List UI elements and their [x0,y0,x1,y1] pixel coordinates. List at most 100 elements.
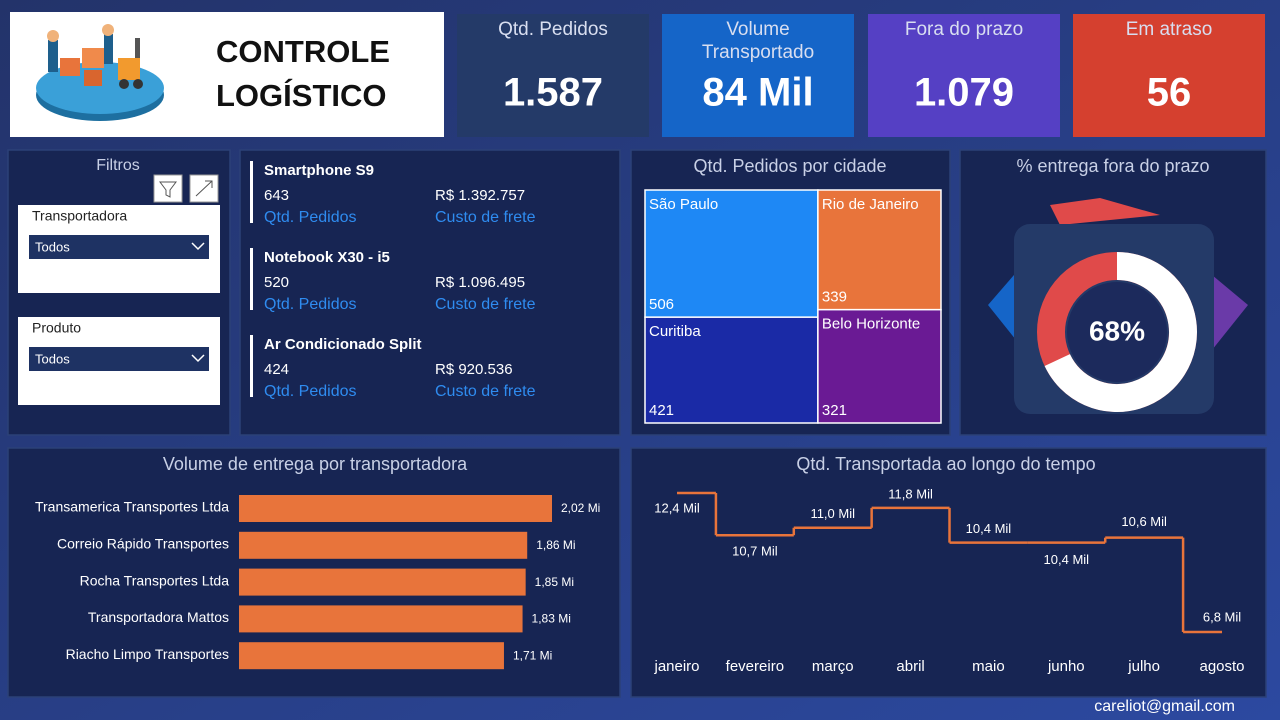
header-title: CONTROLE [216,34,390,69]
value-label: 10,6 Mil [1121,514,1167,529]
x-category-label: abril [896,658,924,675]
treemap-cell [817,308,942,424]
line-panel [630,447,1267,698]
chart-title: % entrega fora do prazo [1016,156,1209,176]
cost-label: Custo de frete [435,383,536,400]
filter-dropdown[interactable] [29,347,209,371]
y-category-label: Transportadora Mattos [88,609,229,625]
cost-label: Custo de frete [435,209,536,226]
kpi-value: 1.079 [914,71,1014,115]
filter-glyph [159,181,177,198]
product-cost: R$ 920.536 [435,361,513,378]
x-category-label: junho [1047,658,1085,675]
cost-label: Custo de frete [435,296,536,313]
chart-title: Volume de entrega por transportadora [163,454,468,474]
treemap-label: Rio de Janeiro [822,196,919,213]
kpi-label: Volume [726,19,789,40]
product-qty: 520 [264,274,289,291]
deco-shape [1050,198,1160,225]
kpi-label: Fora do prazo [905,19,1023,40]
filter-dropdown[interactable] [29,235,209,259]
y-category-label: Correio Rápido Transportes [57,536,229,552]
x-category-label: março [812,658,854,675]
treemap-value: 321 [822,402,847,419]
value-label: 1,85 Mi [535,575,574,589]
value-label: 1,83 Mi [532,612,571,626]
product-qty: 424 [264,361,289,378]
product-name: Ar Condicionado Split [264,336,422,353]
kpi-card [868,14,1060,137]
filter-icon[interactable] [153,174,183,203]
expand-glyph [195,180,213,197]
chart-title: Qtd. Pedidos por cidade [693,156,886,176]
bar [239,495,552,522]
treemap-label: São Paulo [649,196,718,213]
kpi-value: 56 [1147,71,1192,115]
x-category-label: janeiro [653,658,699,675]
filter-list: Transportadora Todos Produto Todos [18,205,220,405]
bar [239,531,528,559]
treemap-cell [644,316,819,424]
value-label: 10,4 Mil [1044,552,1090,567]
product-list: Smartphone S9 643 R$ 1.392.757 Qtd. Pedidos… [250,161,536,400]
kpi-value: 84 Mil [702,71,813,115]
treemap-value: 421 [649,402,674,419]
x-category-label: fevereiro [726,658,784,675]
kpi-label: Em atraso [1126,19,1213,40]
value-label: 2,02 Mi [561,501,600,515]
dropdown-chevron [191,242,205,251]
product-qty: 643 [264,187,289,204]
qty-label: Qtd. Pedidos [264,209,357,226]
value-label: 11,0 Mil [810,506,855,521]
kpi-card [1073,14,1265,137]
deco-shape [988,268,1020,345]
product-cost: R$ 1.392.757 [435,187,525,204]
product-accent [250,335,253,397]
product-accent [250,161,253,223]
qty-label: Qtd. Pedidos [264,296,357,313]
kpi-label: Transportado [702,42,814,63]
product-cost: R$ 1.096.495 [435,274,525,291]
kpi-value: 1.587 [503,71,603,115]
value-label: 1,86 Mi [536,538,575,552]
filter-label: Produto [32,320,81,336]
product-accent [250,248,253,310]
filter-label: Transportadora [32,208,127,224]
footer-email: careliot@gmail.com [1094,698,1235,715]
kpi-card [662,14,854,137]
kpi-card [457,14,649,137]
donut-label: 68% [1089,315,1145,346]
treemap-label: Curitiba [649,323,701,340]
x-category-label: agosto [1199,658,1244,675]
value-label: 10,4 Mil [966,521,1012,536]
charts: Qtd. Pedidos por cidade São Paulo 506 Curit… [35,156,1248,675]
filter-selected: Todos [35,239,70,254]
treemap-label: Belo Horizonte [822,316,920,333]
y-category-label: Rocha Transportes Ltda [80,572,230,588]
y-category-label: Riacho Limpo Transportes [66,646,229,662]
treemap-cell [817,189,942,311]
product-name: Smartphone S9 [264,162,374,179]
qty-label: Qtd. Pedidos [264,383,357,400]
chart-title: Qtd. Transportada ao longo do tempo [796,454,1095,474]
bar [239,605,523,633]
y-category-label: Transamerica Transportes Ltda [35,499,229,515]
bar [239,642,504,670]
deco-shape [1212,275,1248,350]
filters-title: Filtros [96,157,140,174]
value-label: 11,8 Mil [888,486,933,501]
value-label: 1,71 Mi [513,648,552,662]
header-title: LOGÍSTICO [216,78,387,113]
treemap-value: 339 [822,289,847,306]
kpi-label: Qtd. Pedidos [498,19,608,40]
value-label: 6,8 Mil [1203,609,1241,624]
x-category-label: maio [972,658,1005,675]
dropdown-chevron [191,354,205,363]
products-panel [239,149,621,436]
value-label: 10,7 Mil [732,544,778,559]
value-label: 12,4 Mil [654,500,700,515]
treemap-value: 506 [649,296,674,313]
